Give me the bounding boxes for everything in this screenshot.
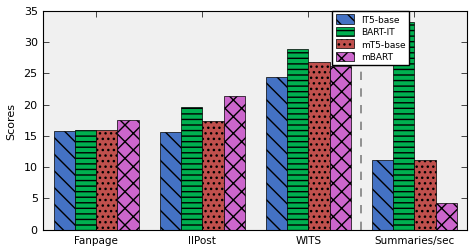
Bar bbox=[181, 108, 202, 230]
Bar bbox=[414, 160, 436, 230]
Legend: IT5-base, BART-IT, mT5-base, mBART: IT5-base, BART-IT, mT5-base, mBART bbox=[332, 12, 409, 66]
Bar bbox=[266, 78, 287, 230]
Bar bbox=[54, 132, 75, 230]
Bar bbox=[160, 133, 181, 230]
Bar bbox=[436, 203, 457, 230]
Y-axis label: Scores: Scores bbox=[7, 102, 17, 139]
Bar bbox=[224, 97, 245, 230]
Bar bbox=[202, 121, 224, 230]
Bar bbox=[329, 67, 351, 230]
Bar bbox=[308, 63, 329, 230]
Bar bbox=[287, 50, 308, 230]
Bar bbox=[96, 130, 118, 230]
Bar bbox=[372, 160, 393, 230]
Bar bbox=[393, 23, 414, 230]
Bar bbox=[118, 120, 139, 230]
Bar bbox=[75, 130, 96, 230]
